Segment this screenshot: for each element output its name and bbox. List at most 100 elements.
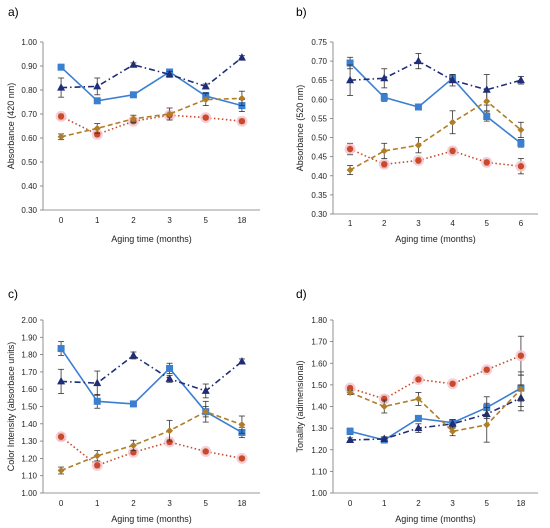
- data-point: [448, 419, 457, 427]
- data-point: [57, 376, 66, 385]
- x-tick-label: 0: [59, 499, 64, 508]
- data-point: [129, 350, 138, 359]
- series-line: [60, 410, 243, 472]
- data-point: [380, 73, 389, 82]
- y-tick-label: 1.30: [311, 424, 327, 433]
- x-tick-label: 5: [204, 216, 209, 225]
- x-tick-label: 18: [237, 499, 246, 508]
- y-tick-label: 0.35: [311, 191, 327, 200]
- data-point: [381, 161, 388, 168]
- y-tick-label: 1.60: [21, 385, 37, 394]
- data-point: [414, 141, 422, 149]
- data-point: [202, 448, 209, 455]
- data-point: [380, 434, 389, 442]
- y-tick-label: 0.40: [311, 172, 327, 181]
- x-tick-label: 3: [167, 216, 172, 225]
- series-red-circle-dotted: [344, 335, 527, 405]
- series-red-circle-dotted: [55, 109, 248, 140]
- y-tick-label: 0.30: [21, 206, 37, 215]
- y-axis-title: Absorbance (520 nm): [295, 85, 305, 172]
- data-point: [517, 352, 525, 359]
- data-point: [414, 395, 422, 403]
- y-tick-label: 0.75: [311, 38, 327, 47]
- y-tick-label: 0.60: [311, 95, 327, 104]
- data-point: [346, 427, 354, 435]
- data-point: [415, 376, 422, 383]
- y-tick-label: 0.65: [311, 76, 327, 85]
- data-point: [483, 421, 491, 429]
- data-point: [166, 364, 174, 372]
- data-point: [238, 94, 246, 102]
- data-point: [414, 423, 423, 432]
- data-point: [449, 380, 456, 387]
- y-axis-title: Tonality (adimensional): [295, 360, 305, 452]
- data-point: [346, 166, 354, 174]
- y-tick-label: 1.00: [21, 489, 37, 498]
- data-point: [93, 97, 101, 105]
- data-point: [380, 403, 388, 410]
- series-gold-diamond-dashed: [57, 90, 246, 141]
- data-point: [381, 395, 388, 403]
- series-red-circle-dotted: [344, 142, 527, 175]
- data-point: [93, 452, 101, 460]
- data-point: [483, 97, 491, 105]
- data-point: [517, 385, 525, 393]
- series-line: [349, 388, 522, 433]
- series-line: [349, 148, 522, 168]
- x-tick-label: 0: [59, 216, 64, 225]
- y-tick-label: 0.45: [311, 153, 327, 162]
- y-tick-label: 1.40: [311, 403, 327, 412]
- x-tick-label: 3: [416, 219, 421, 228]
- series-blue-square-solid: [57, 341, 246, 439]
- data-point: [237, 53, 246, 61]
- y-tick-label: 0.40: [21, 182, 37, 191]
- data-point: [165, 374, 174, 382]
- data-point: [346, 59, 354, 67]
- data-point: [202, 408, 210, 416]
- data-point: [93, 81, 102, 90]
- series-line: [349, 387, 522, 441]
- y-tick-label: 1.70: [21, 368, 37, 377]
- y-tick-label: 0.50: [311, 134, 327, 143]
- data-point: [57, 467, 65, 475]
- x-tick-label: 18: [237, 216, 246, 225]
- panel-label: b): [296, 5, 307, 19]
- data-point: [129, 400, 137, 408]
- data-point: [57, 83, 66, 91]
- data-point: [415, 157, 422, 164]
- chart-panel-1: a) 0.30 0.40 0.50 0.60 0.70 0.80 0.90 1.00 0 1 2 3 5 1…: [6, 5, 260, 244]
- x-tick-label: 1: [95, 499, 100, 508]
- series-line: [60, 97, 242, 138]
- data-point: [517, 139, 525, 147]
- data-point: [202, 96, 210, 104]
- x-tick-label: 5: [485, 219, 490, 228]
- y-tick-label: 0.90: [21, 62, 37, 71]
- data-point: [166, 427, 174, 435]
- data-point: [517, 163, 525, 170]
- series-line: [350, 397, 522, 441]
- data-point: [346, 435, 355, 444]
- data-point: [483, 113, 491, 121]
- data-point: [129, 60, 138, 68]
- series-line: [60, 66, 243, 107]
- series-red-circle-dotted: [55, 431, 248, 471]
- data-point: [414, 103, 422, 111]
- series-line: [61, 354, 243, 392]
- y-tick-label: 0.80: [21, 86, 37, 95]
- x-axis-title: Aging time (months): [395, 234, 476, 244]
- chart-panel-2: b) 0.30 0.35 0.40 0.45 0.50 0.55 0.60 0.65 0.70 0.…: [295, 5, 538, 244]
- series-navy-triangle-dashdot: [346, 384, 525, 444]
- data-point: [380, 93, 388, 101]
- series-line: [349, 100, 522, 171]
- data-point: [483, 159, 490, 166]
- data-point: [449, 118, 457, 126]
- y-tick-label: 0.50: [21, 158, 37, 167]
- x-tick-label: 5: [485, 499, 490, 508]
- x-tick-label: 2: [131, 216, 136, 225]
- y-tick-label: 1.40: [21, 420, 37, 429]
- x-tick-label: 1: [348, 219, 353, 228]
- x-tick-label: 5: [204, 499, 209, 508]
- data-point: [237, 357, 246, 365]
- y-tick-label: 2.00: [21, 316, 37, 325]
- y-tick-label: 1.10: [21, 472, 37, 481]
